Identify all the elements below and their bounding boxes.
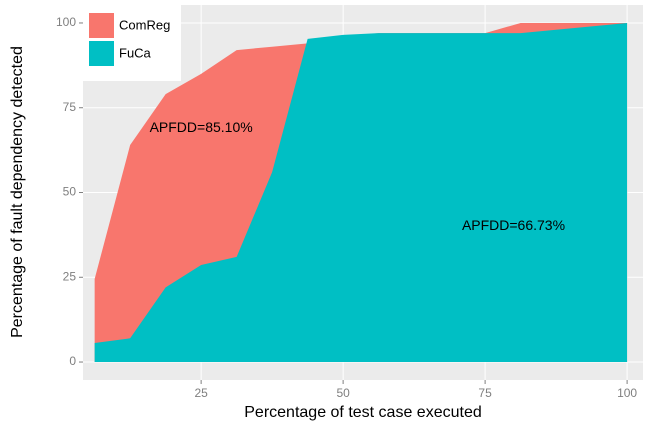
x-tick-label: 25 [194, 386, 208, 400]
x-tick-label: 100 [617, 386, 637, 400]
y-axis-title: Percentage of fault dependency detected [9, 46, 26, 338]
y-tick-label: 100 [56, 15, 76, 29]
legend-label: FuCa [119, 45, 152, 60]
annotation: APFDD=66.73% [462, 217, 565, 233]
y-tick-label: 50 [63, 185, 77, 199]
legend-label: ComReg [119, 17, 170, 32]
y-tick-label: 0 [69, 354, 76, 368]
annotation: APFDD=85.10% [150, 119, 253, 135]
legend-key [89, 41, 114, 66]
y-tick-label: 25 [63, 269, 77, 283]
x-tick-label: 75 [478, 386, 492, 400]
y-tick-label: 75 [63, 100, 77, 114]
legend-key [89, 13, 114, 38]
x-axis-title: Percentage of test case executed [244, 404, 481, 421]
x-tick-label: 50 [336, 386, 350, 400]
area [94, 22, 628, 363]
